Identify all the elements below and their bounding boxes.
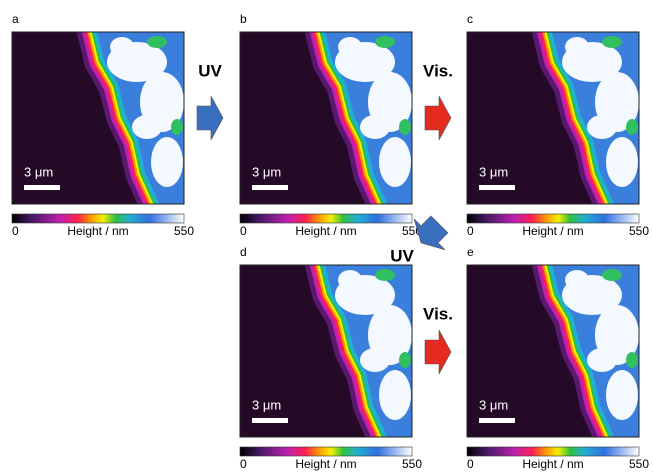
- arrow: [425, 330, 451, 374]
- afm-image: [240, 27, 420, 210]
- colorbar: [240, 447, 412, 456]
- scale-bar-label: 3 μm: [479, 164, 508, 179]
- scale-bar-label: 3 μm: [24, 164, 53, 179]
- scale-bar-label: 3 μm: [252, 164, 281, 179]
- colorbar: [467, 214, 639, 223]
- afm-image: [467, 260, 647, 443]
- colorbar: [240, 214, 412, 223]
- colorbar-title: Height / nm: [295, 457, 356, 471]
- scale-bar-label: 3 μm: [252, 397, 281, 412]
- colorbar-title: Height / nm: [295, 224, 356, 238]
- colorbar-min: 0: [240, 224, 247, 238]
- panel-label: e: [467, 245, 474, 259]
- scale-bar: [479, 185, 515, 190]
- arrow-label: Vis.: [423, 61, 453, 80]
- scale-bar: [24, 185, 60, 190]
- afm-image: [240, 260, 420, 443]
- afm-image: [467, 27, 647, 210]
- arrow-label: UV: [198, 61, 222, 80]
- panel-label: d: [240, 245, 247, 259]
- colorbar-min: 0: [467, 457, 474, 471]
- panel-label: a: [12, 12, 19, 26]
- arrow-label: UV: [390, 246, 414, 265]
- colorbar-min: 0: [467, 224, 474, 238]
- arrow: [197, 96, 223, 140]
- arrow-label: Vis.: [423, 304, 453, 323]
- colorbar-max: 550: [629, 224, 649, 238]
- colorbar-max: 550: [174, 224, 194, 238]
- panel-label: c: [467, 12, 473, 26]
- colorbar-title: Height / nm: [522, 457, 583, 471]
- scale-bar: [252, 418, 288, 423]
- afm-image: [12, 27, 192, 210]
- arrow: [425, 96, 451, 140]
- colorbar-title: Height / nm: [522, 224, 583, 238]
- colorbar-title: Height / nm: [67, 224, 128, 238]
- colorbar-min: 0: [12, 224, 19, 238]
- colorbar: [12, 214, 184, 223]
- colorbar-min: 0: [240, 457, 247, 471]
- panel-label: b: [240, 12, 247, 26]
- scale-bar: [479, 418, 515, 423]
- colorbar-max: 550: [402, 457, 422, 471]
- figure: a 3 μm 0 Height / nm 550 b 3 μm 0 Height / nm 550…: [0, 0, 653, 476]
- colorbar: [467, 447, 639, 456]
- scale-bar: [252, 185, 288, 190]
- colorbar-max: 550: [629, 457, 649, 471]
- scale-bar-label: 3 μm: [479, 397, 508, 412]
